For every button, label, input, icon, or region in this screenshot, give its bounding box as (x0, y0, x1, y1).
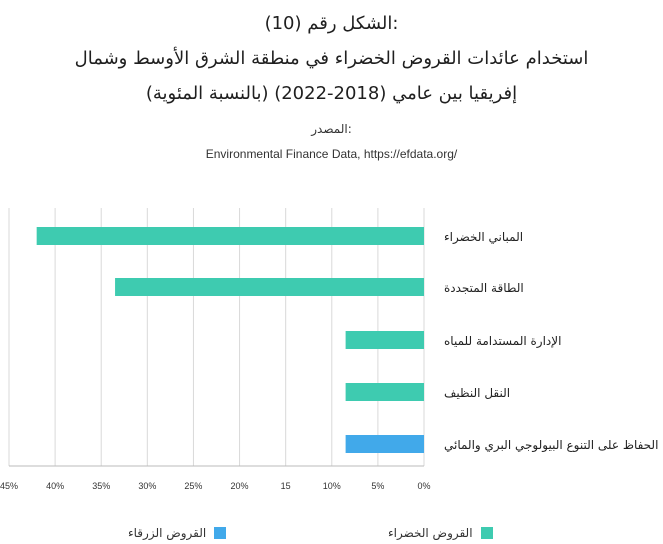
x-tick-label: 15 (281, 481, 291, 491)
legend-label-blue: القروض الزرقاء (128, 526, 207, 540)
category-label: الإدارة المستدامة للمياه (444, 334, 561, 349)
bar (115, 278, 425, 296)
legend-swatch-blue (214, 527, 227, 539)
x-tick-label: 40% (46, 481, 64, 491)
bar (36, 227, 425, 245)
x-tick-label: 0% (417, 481, 430, 491)
source-label: المصدر: (311, 122, 352, 136)
category-label: المباني الخضراء (444, 230, 523, 245)
chart-title-line-1: استخدام عائدات القروض الخضراء في منطقة ا… (74, 48, 589, 69)
legend-item-blue: القروض الزرقاء (128, 526, 227, 540)
category-label: النقل النظيف (444, 386, 510, 400)
bar (345, 331, 424, 349)
x-tick-label: 20% (231, 481, 249, 491)
x-tick-label: 10% (323, 481, 341, 491)
title-block: الشكل رقم (10): استخدام عائدات القروض ال… (0, 6, 663, 111)
legend-swatch-green (480, 527, 493, 539)
chart-title-line-2: إفريقيا بين عامي (2018-2022) (بالنسبة ال… (145, 83, 518, 104)
x-tick-label: 5% (371, 481, 384, 491)
bar-chart: 0% 5% 10% 15 20% 25% 30% 35% 40% 45% المباني الخضر… (0, 208, 658, 491)
bar (345, 383, 424, 401)
x-tick-label: 45% (0, 481, 18, 491)
x-tick-label: 25% (184, 481, 202, 491)
category-label: الطاقة المتجددة (444, 281, 524, 295)
figure-label: الشكل رقم (10): (264, 13, 399, 34)
legend-item-green: القروض الخضراء (388, 526, 493, 540)
source-text: Environmental Finance Data, https://efda… (205, 147, 458, 161)
legend-label-green: القروض الخضراء (388, 526, 473, 540)
bar (345, 435, 424, 453)
category-label: الحفاظ على التنوع البيولوجي البري والمائ… (444, 438, 658, 453)
x-tick-label: 30% (138, 481, 156, 491)
x-tick-label: 35% (92, 481, 110, 491)
